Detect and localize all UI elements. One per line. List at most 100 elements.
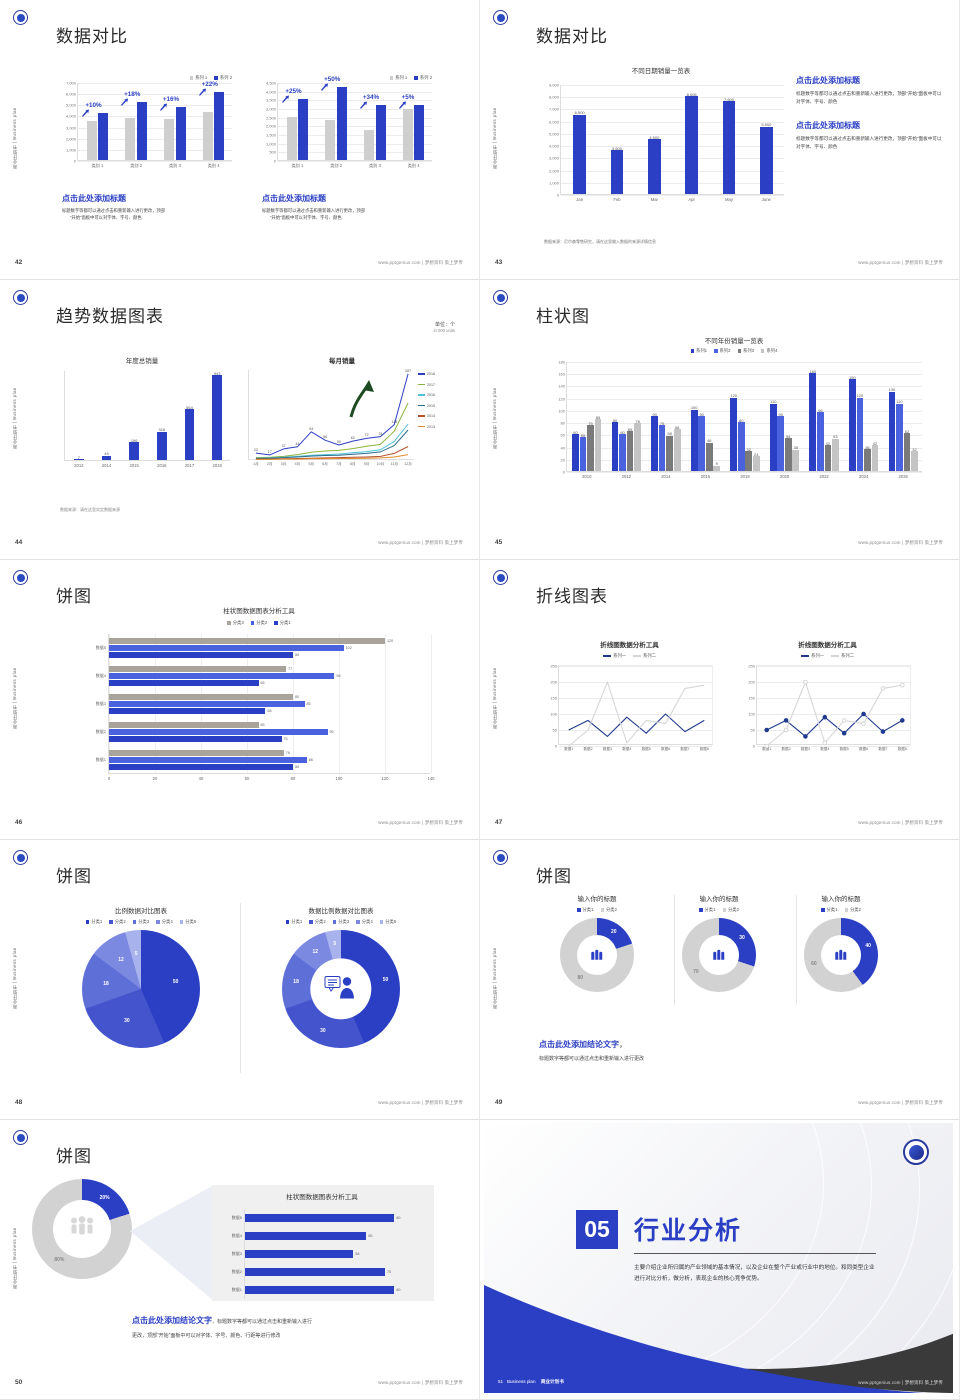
page-number: 48 [15,1099,23,1106]
x-tick: 2018 [740,473,750,479]
plot-area: 0 50 100 150 200 250 数据1 数据2 数据3 数据4 数据5 数据6 数据7 数据8 [748,664,911,751]
chart-title: 折线图数据分析工具 [798,642,857,649]
x-tick: 80 [290,775,296,781]
legend-item: 系列4 [760,348,777,354]
bar [737,422,745,471]
y-tick: 140 [558,383,565,389]
y-tick: 1,000 [265,141,276,147]
conclusion-body: 标题数字等都可以通过点击和重新输入进行更改 [539,1056,645,1062]
bar [792,449,800,471]
y-tick: 500 [269,149,276,155]
y-tick: 200 [550,679,557,685]
y-tick: 20 [560,457,565,463]
bar [871,445,879,471]
y-category-label: 数据3 [231,1251,242,1256]
bar-value-label: 75 [283,737,288,742]
chart-title: 年度总销量 [125,358,159,365]
x-tick: 数据7 [878,746,888,751]
growth-badge: +50% [324,76,341,84]
bar [109,708,266,715]
legend-item: 分类3 [332,919,349,925]
chart-title: 不同日期销量一览表 [631,68,691,75]
x-tick: 数据7 [680,746,690,751]
page-title: 柱状图 [536,307,590,326]
bar-value-label: 160 [809,368,817,374]
x-tick: May [725,196,733,202]
page-number: 46 [15,819,23,826]
page-number: 42 [15,259,23,266]
x-tick: 类别 4 [407,162,420,168]
legend-item: 分类2 [309,919,326,925]
bar [594,419,602,471]
point-value-label: 44 [295,441,300,446]
y-tick: 3,500 [265,97,276,103]
page-number: 45 [495,539,503,546]
x-tick: 2016 [157,462,167,468]
y-tick: 150 [748,695,755,701]
point-value-label: 94 [309,426,314,431]
bar [572,434,579,471]
bar-value-label: 80 [295,765,300,770]
bar-value-label: 24 [754,451,759,457]
x-tick: 2016 [700,473,711,479]
chart-title: 每月销量 [329,358,355,365]
presenter-icon [324,974,358,1005]
x-tick: 3月 [280,461,287,466]
growth-badge: +34% [362,94,380,102]
chart-legend: 分类1 分类2 分类3 分类4 分类5 [282,919,400,925]
pie-graphic: 40 60 [804,918,878,992]
bar [745,451,753,471]
sidebar-label: 商业计划书 | Business plan [12,387,17,449]
footer-text: www.pptgenius.com | 梦想资料 策上梦传 [378,1100,463,1105]
bar-value-label: 32 [912,446,917,452]
y-tick: 1,500 [265,132,276,138]
pie-slice-value: 20% [99,1194,110,1201]
brand-logo-icon [493,290,508,305]
point-value-label: 17 [267,449,272,454]
bar [705,442,713,471]
sidebar-label: 商业计划书 | Business plan [492,947,497,1009]
legend-item: 系列一 [603,653,626,659]
sidebar-label: 商业计划书 | Business plan [492,667,497,729]
y-tick: 3,000 [548,155,559,161]
point-value-label: 287 [405,368,412,373]
legend-item: 分类2 [250,620,267,626]
people-icon [835,949,847,961]
bar [759,126,773,194]
bar-value-label: 100 [690,405,698,411]
bar-value-label: 90 [699,411,704,417]
pie-slice-value: 18 [293,979,299,986]
bar-value-label: 53 [833,434,838,440]
legend-item: 系列1 [690,348,707,354]
chart-title: 柱状图数据图表分析工具 [223,608,295,615]
bar [98,113,109,160]
slide-43: 商业计划书 | Business plan 数据对比 43 www.pptgen… [480,0,960,280]
brand-logo-icon [493,570,508,585]
note-body: 标题数字等都可以通过点击和重新输入进行更改，顶部 [62,208,166,213]
bar-value-label: 54 [786,433,791,439]
bar [109,665,287,672]
cover-body: 主要介绍企业所归属的产业领域的基本情况，以及企业在整个产业或行业中的地位。和同类… [634,1265,875,1282]
section-number: 05 [576,1210,618,1249]
bar-value-label: 6,500 [574,110,585,116]
callout-wedge [130,1185,214,1301]
bar [587,425,594,471]
y-tick: 4,000 [548,143,559,149]
people-icon [591,949,603,961]
pie-graphic: 50 30 18 12 5 [82,930,200,1048]
bar-value-label: 564 [186,404,193,410]
point-value-label: 63 [350,436,355,441]
sidebar-label: 商业计划书 | Business plan [12,947,17,1009]
legend-item: 分类1 [699,907,716,913]
bar [109,672,335,680]
bar [125,117,136,160]
sidebar-label: 商业计划书 | Business plan [12,107,17,169]
bar [849,379,856,471]
brand-logo-icon [13,10,28,25]
legend-item: 系列二 [633,653,656,659]
legend-item: 系列一 [801,653,824,659]
x-tick: 数据4 [622,746,632,751]
y-tick: 0 [73,158,76,164]
footer-text: www.pptgenius.com | 梦想资料 策上梦传 [378,540,463,545]
x-tick: 8月 [349,461,356,466]
